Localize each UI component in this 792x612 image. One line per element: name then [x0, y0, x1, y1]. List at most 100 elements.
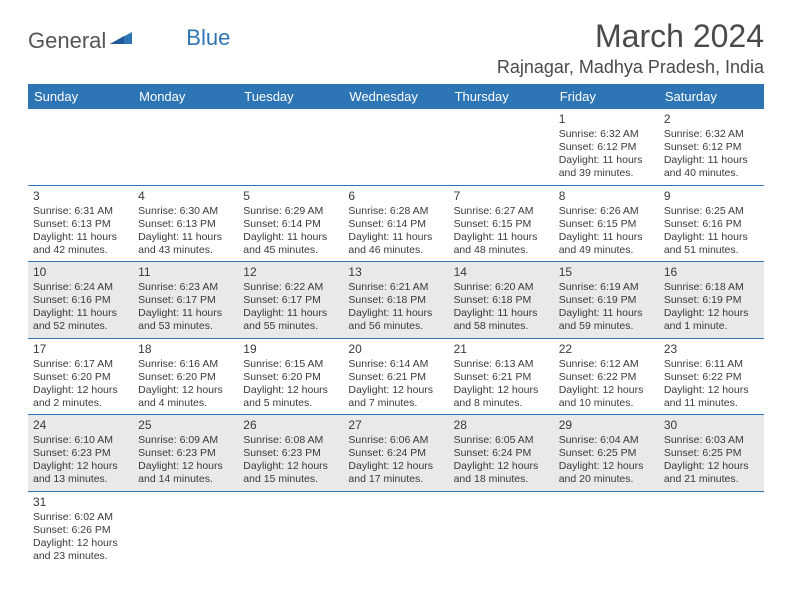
daylight-text: Daylight: 11 hours and 52 minutes.	[33, 307, 128, 333]
title-block: March 2024 Rajnagar, Madhya Pradesh, Ind…	[497, 18, 764, 78]
day-number: 19	[243, 342, 338, 357]
sunrise-text: Sunrise: 6:09 AM	[138, 434, 233, 447]
calendar-day-cell	[343, 491, 448, 567]
day-number: 16	[664, 265, 759, 280]
sunset-text: Sunset: 6:17 PM	[243, 294, 338, 307]
day-number: 4	[138, 189, 233, 204]
calendar-day-cell: 3Sunrise: 6:31 AMSunset: 6:13 PMDaylight…	[28, 185, 133, 262]
sunrise-text: Sunrise: 6:02 AM	[33, 511, 128, 524]
day-number: 2	[664, 112, 759, 127]
sunset-text: Sunset: 6:20 PM	[33, 371, 128, 384]
day-number: 29	[559, 418, 654, 433]
sunrise-text: Sunrise: 6:23 AM	[138, 281, 233, 294]
day-number: 22	[559, 342, 654, 357]
daylight-text: Daylight: 12 hours and 8 minutes.	[454, 384, 549, 410]
day-number: 5	[243, 189, 338, 204]
daylight-text: Daylight: 11 hours and 58 minutes.	[454, 307, 549, 333]
sunrise-text: Sunrise: 6:04 AM	[559, 434, 654, 447]
sunrise-text: Sunrise: 6:24 AM	[33, 281, 128, 294]
calendar-day-cell: 14Sunrise: 6:20 AMSunset: 6:18 PMDayligh…	[449, 262, 554, 339]
calendar-week-row: 31Sunrise: 6:02 AMSunset: 6:26 PMDayligh…	[28, 491, 764, 567]
sunrise-text: Sunrise: 6:31 AM	[33, 205, 128, 218]
daylight-text: Daylight: 11 hours and 39 minutes.	[559, 154, 654, 180]
calendar-day-cell: 26Sunrise: 6:08 AMSunset: 6:23 PMDayligh…	[238, 415, 343, 492]
sunrise-text: Sunrise: 6:32 AM	[664, 128, 759, 141]
daylight-text: Daylight: 11 hours and 56 minutes.	[348, 307, 443, 333]
calendar-day-cell: 7Sunrise: 6:27 AMSunset: 6:15 PMDaylight…	[449, 185, 554, 262]
calendar-day-cell: 24Sunrise: 6:10 AMSunset: 6:23 PMDayligh…	[28, 415, 133, 492]
sunrise-text: Sunrise: 6:25 AM	[664, 205, 759, 218]
calendar-day-cell: 21Sunrise: 6:13 AMSunset: 6:21 PMDayligh…	[449, 338, 554, 415]
sunset-text: Sunset: 6:15 PM	[454, 218, 549, 231]
sunset-text: Sunset: 6:17 PM	[138, 294, 233, 307]
day-header: Wednesday	[343, 84, 448, 109]
daylight-text: Daylight: 11 hours and 53 minutes.	[138, 307, 233, 333]
daylight-text: Daylight: 12 hours and 2 minutes.	[33, 384, 128, 410]
calendar-day-cell: 11Sunrise: 6:23 AMSunset: 6:17 PMDayligh…	[133, 262, 238, 339]
calendar-day-cell: 29Sunrise: 6:04 AMSunset: 6:25 PMDayligh…	[554, 415, 659, 492]
logo-text-general: General	[28, 28, 106, 54]
calendar-day-cell: 4Sunrise: 6:30 AMSunset: 6:13 PMDaylight…	[133, 185, 238, 262]
calendar-table: SundayMondayTuesdayWednesdayThursdayFrid…	[28, 84, 764, 567]
sunset-text: Sunset: 6:18 PM	[454, 294, 549, 307]
daylight-text: Daylight: 12 hours and 18 minutes.	[454, 460, 549, 486]
calendar-day-cell	[133, 109, 238, 185]
calendar-day-cell: 12Sunrise: 6:22 AMSunset: 6:17 PMDayligh…	[238, 262, 343, 339]
day-header: Tuesday	[238, 84, 343, 109]
calendar-day-cell: 18Sunrise: 6:16 AMSunset: 6:20 PMDayligh…	[133, 338, 238, 415]
daylight-text: Daylight: 12 hours and 1 minute.	[664, 307, 759, 333]
daylight-text: Daylight: 12 hours and 20 minutes.	[559, 460, 654, 486]
logo: General Blue	[28, 18, 230, 54]
sunset-text: Sunset: 6:21 PM	[454, 371, 549, 384]
calendar-day-cell: 9Sunrise: 6:25 AMSunset: 6:16 PMDaylight…	[659, 185, 764, 262]
sunset-text: Sunset: 6:12 PM	[559, 141, 654, 154]
sunset-text: Sunset: 6:21 PM	[348, 371, 443, 384]
location-subtitle: Rajnagar, Madhya Pradesh, India	[497, 57, 764, 78]
day-number: 23	[664, 342, 759, 357]
calendar-week-row: 10Sunrise: 6:24 AMSunset: 6:16 PMDayligh…	[28, 262, 764, 339]
calendar-day-cell: 15Sunrise: 6:19 AMSunset: 6:19 PMDayligh…	[554, 262, 659, 339]
sunset-text: Sunset: 6:14 PM	[348, 218, 443, 231]
daylight-text: Daylight: 12 hours and 17 minutes.	[348, 460, 443, 486]
sunset-text: Sunset: 6:25 PM	[559, 447, 654, 460]
sunset-text: Sunset: 6:24 PM	[454, 447, 549, 460]
sunset-text: Sunset: 6:23 PM	[243, 447, 338, 460]
sunrise-text: Sunrise: 6:30 AM	[138, 205, 233, 218]
daylight-text: Daylight: 12 hours and 7 minutes.	[348, 384, 443, 410]
sunset-text: Sunset: 6:24 PM	[348, 447, 443, 460]
calendar-day-cell: 25Sunrise: 6:09 AMSunset: 6:23 PMDayligh…	[133, 415, 238, 492]
sunset-text: Sunset: 6:20 PM	[138, 371, 233, 384]
calendar-day-cell: 5Sunrise: 6:29 AMSunset: 6:14 PMDaylight…	[238, 185, 343, 262]
daylight-text: Daylight: 11 hours and 45 minutes.	[243, 231, 338, 257]
calendar-day-cell	[449, 109, 554, 185]
sunset-text: Sunset: 6:23 PM	[138, 447, 233, 460]
calendar-day-cell: 28Sunrise: 6:05 AMSunset: 6:24 PMDayligh…	[449, 415, 554, 492]
calendar-week-row: 17Sunrise: 6:17 AMSunset: 6:20 PMDayligh…	[28, 338, 764, 415]
day-number: 21	[454, 342, 549, 357]
calendar-day-cell: 30Sunrise: 6:03 AMSunset: 6:25 PMDayligh…	[659, 415, 764, 492]
sunset-text: Sunset: 6:19 PM	[664, 294, 759, 307]
sunrise-text: Sunrise: 6:20 AM	[454, 281, 549, 294]
calendar-day-cell: 19Sunrise: 6:15 AMSunset: 6:20 PMDayligh…	[238, 338, 343, 415]
calendar-day-cell	[343, 109, 448, 185]
daylight-text: Daylight: 12 hours and 11 minutes.	[664, 384, 759, 410]
sunrise-text: Sunrise: 6:11 AM	[664, 358, 759, 371]
daylight-text: Daylight: 11 hours and 40 minutes.	[664, 154, 759, 180]
sunrise-text: Sunrise: 6:28 AM	[348, 205, 443, 218]
sunset-text: Sunset: 6:22 PM	[559, 371, 654, 384]
calendar-header-row: SundayMondayTuesdayWednesdayThursdayFrid…	[28, 84, 764, 109]
daylight-text: Daylight: 12 hours and 23 minutes.	[33, 537, 128, 563]
calendar-day-cell: 1Sunrise: 6:32 AMSunset: 6:12 PMDaylight…	[554, 109, 659, 185]
daylight-text: Daylight: 12 hours and 21 minutes.	[664, 460, 759, 486]
sunrise-text: Sunrise: 6:03 AM	[664, 434, 759, 447]
sunset-text: Sunset: 6:16 PM	[664, 218, 759, 231]
sunrise-text: Sunrise: 6:19 AM	[559, 281, 654, 294]
sunrise-text: Sunrise: 6:16 AM	[138, 358, 233, 371]
sunset-text: Sunset: 6:12 PM	[664, 141, 759, 154]
day-number: 6	[348, 189, 443, 204]
calendar-day-cell: 6Sunrise: 6:28 AMSunset: 6:14 PMDaylight…	[343, 185, 448, 262]
sunrise-text: Sunrise: 6:17 AM	[33, 358, 128, 371]
sunrise-text: Sunrise: 6:22 AM	[243, 281, 338, 294]
sunrise-text: Sunrise: 6:13 AM	[454, 358, 549, 371]
day-header: Thursday	[449, 84, 554, 109]
